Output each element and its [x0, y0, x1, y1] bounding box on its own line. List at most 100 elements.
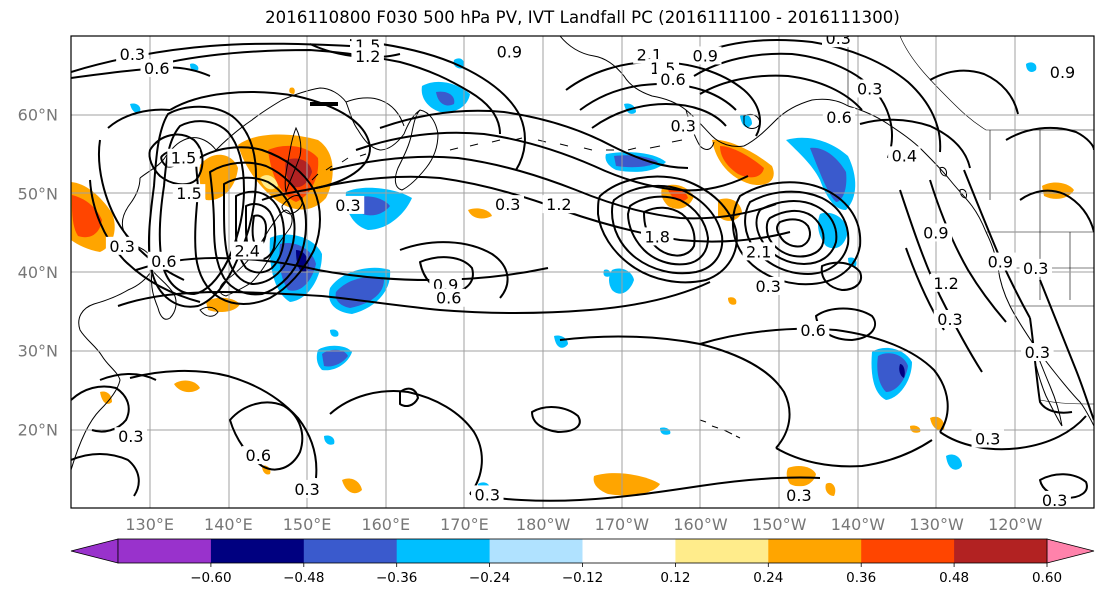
- colorbar-tick-label: 0.24: [753, 570, 783, 586]
- colorbar-tick-label: −0.36: [376, 570, 417, 586]
- pv-contour-label-bg: [853, 79, 886, 98]
- colorbar-tick-label: −0.60: [190, 570, 231, 586]
- pv-contour-label-bg: [656, 70, 690, 89]
- pv-contour-label-bg: [231, 241, 264, 260]
- pv-contour-label: 0.3: [294, 480, 319, 499]
- pv-contour-label: 0.6: [246, 446, 271, 465]
- pv-contour-label-bg: [116, 44, 149, 63]
- pv-contour-label: 0.3: [109, 237, 134, 256]
- colorbar-bin: [118, 539, 212, 563]
- pv-contour-label-bg: [147, 251, 181, 270]
- pv-contour-label: 0.3: [937, 310, 962, 329]
- pv-contour-label-bg: [742, 242, 776, 261]
- pv-contour-label: 0.3: [857, 79, 882, 98]
- pv-contour-label: 0.9: [988, 253, 1013, 272]
- pv-contour-label-bg: [822, 36, 855, 48]
- colorbar-bin: [396, 539, 491, 563]
- colorbar-tick-label: 0.36: [846, 570, 876, 586]
- pv-contour-label: 0.3: [335, 196, 360, 215]
- pv-contour-label-bg: [933, 309, 967, 328]
- pv-contour-label: 2.4: [235, 242, 260, 261]
- pv-contour-label: 1.5: [176, 184, 201, 203]
- pv-contour-label: 0.3: [826, 29, 851, 48]
- pv-contour-label-bg: [290, 479, 324, 498]
- colorbar-tick-label: −0.12: [562, 570, 603, 586]
- pv-contour-label-bg: [796, 321, 830, 339]
- colorbar-bin: [582, 539, 676, 563]
- pv-contour-label-bg: [140, 59, 174, 78]
- pv-contour-label-bg: [542, 195, 576, 214]
- pv-contour-label-bg: [471, 485, 504, 504]
- pv-contour-label-bg: [1046, 62, 1079, 81]
- longitude-tick-label: 130°W: [909, 515, 964, 534]
- pv-contour-label: 0.6: [151, 252, 176, 271]
- longitude-tick-labels: 130°E 140°E 150°E 160°E 170°E 180°W 170°W 160°W…: [125, 515, 1042, 534]
- pv-contour-label: 0.6: [800, 321, 825, 340]
- pv-contour-label: 0.9: [497, 43, 522, 62]
- colorbar-bin: [768, 539, 862, 563]
- pv-contour-label-bg: [689, 46, 722, 65]
- colorbar-bin: [954, 539, 1048, 563]
- pv-contour-label-bg: [641, 227, 674, 246]
- pv-contour-label: 2.1: [746, 242, 771, 261]
- pv-contour-label: 0.3: [1042, 491, 1067, 510]
- longitude-tick-label: 150°E: [283, 515, 332, 534]
- pv-contour-label: 0.4: [892, 146, 917, 165]
- pv-contour-label-bg: [351, 47, 384, 66]
- pv-contour-label: 0.9: [1050, 63, 1075, 82]
- pv-contour-label: 1.2: [933, 274, 958, 293]
- pv-contour-label: 0.6: [436, 289, 461, 308]
- pv-contour-label-bg: [432, 288, 465, 307]
- pv-contour-label-bg: [666, 116, 700, 135]
- pv-contour-label: 0.3: [1025, 343, 1050, 362]
- pv-contour-label: 0.6: [826, 108, 851, 127]
- pv-contour-label-bg: [782, 486, 816, 505]
- pv-contour-label-bg: [114, 427, 148, 446]
- pv-contour-label: 0.6: [660, 70, 685, 89]
- colorbar-bin: [861, 539, 955, 563]
- pv-contour-label-bg: [493, 42, 526, 61]
- pv-contour-labels: 0.30.61.51.2 0.9 2.11.50.60.90.30.30.90.3 0…: [105, 29, 1079, 510]
- pv-contour-label: 1.8: [645, 227, 670, 246]
- pv-contour-label-bg: [919, 223, 953, 242]
- pv-contour-label: 0.3: [670, 116, 695, 135]
- pv-contour-label: 1.5: [171, 149, 196, 168]
- longitude-tick-label: 160°W: [673, 515, 728, 534]
- pv-contour-label: 0.6: [144, 59, 169, 78]
- longitude-tick-label: 160°E: [361, 515, 410, 534]
- longitude-tick-label: 170°E: [440, 515, 489, 534]
- pv-contour-label: 0.3: [975, 430, 1000, 449]
- pv-contour-label-bg: [172, 184, 206, 203]
- colorbar-bin: [489, 539, 583, 563]
- map-title: 2016110800 F030 500 hPa PV, IVT Landfall…: [265, 8, 900, 27]
- longitude-tick-label: 130°E: [125, 515, 174, 534]
- pv-contour-label-bg: [1019, 258, 1053, 277]
- pv-contour-label: 0.3: [475, 485, 500, 504]
- longitude-tick-label: 140°W: [831, 515, 886, 534]
- longitude-tick-label: 120°W: [988, 515, 1043, 534]
- pv-contour-label-bg: [242, 446, 275, 465]
- colorbar-tick-label: −0.48: [283, 570, 324, 586]
- pv-contour-label: 0.3: [120, 45, 145, 64]
- pv-contour-label-bg: [167, 148, 200, 167]
- colorbar-bin: [303, 539, 398, 563]
- latitude-tick-label: 20°N: [18, 420, 58, 439]
- longitude-tick-label: 150°W: [752, 515, 807, 534]
- colorbar-under-extend: [70, 538, 119, 564]
- pv-contour-label-bg: [929, 273, 963, 292]
- pv-contour-label: 1.2: [546, 195, 571, 214]
- colorbar-tick-label: 0.48: [939, 570, 969, 586]
- pv-contour-label: 0.9: [693, 46, 718, 65]
- latitude-tick-label: 40°N: [18, 263, 58, 282]
- colorbar-tick-label: 0.60: [1032, 570, 1062, 586]
- pv-contour-label-bg: [984, 252, 1017, 271]
- pv-contour-label-bg: [888, 146, 921, 165]
- pv-contour-label-bg: [331, 195, 365, 214]
- longitude-tick-label: 180°W: [516, 515, 571, 534]
- latitude-tick-label: 60°N: [18, 106, 58, 125]
- colorbar-bin: [210, 539, 305, 563]
- pv-contour-label: 0.3: [755, 277, 780, 296]
- colorbar-tick-label: 0.12: [660, 570, 690, 586]
- pv-contour-label-bg: [971, 429, 1005, 448]
